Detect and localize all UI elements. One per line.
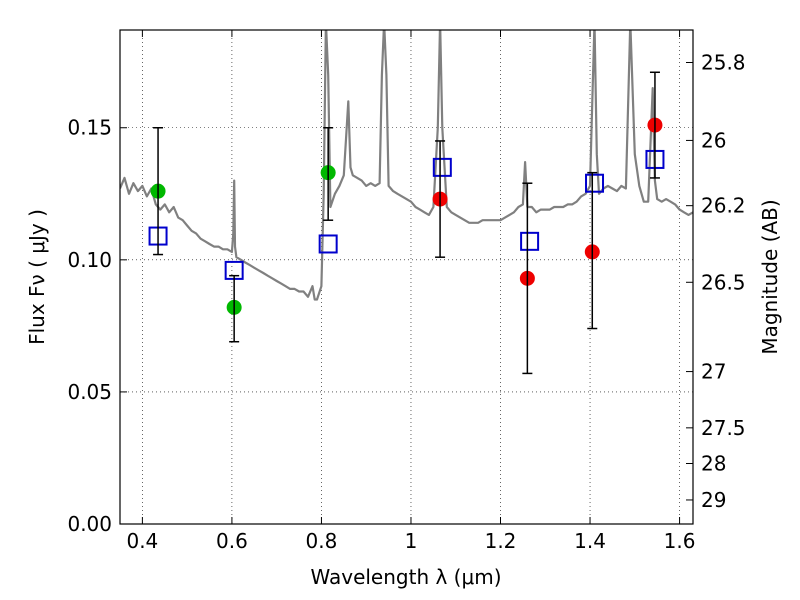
axes: 0.4 0.6 0.8 1 1.2 1.4 1.6 0.00 0.05 0.10 0.15 25.8 2… xyxy=(67,30,746,553)
spectrum-line xyxy=(120,30,693,301)
y2-tick-label: 27 xyxy=(701,360,726,384)
y-tick-label: 0.00 xyxy=(67,512,112,536)
y2-tick-label: 26.5 xyxy=(701,270,746,294)
y-tick-label: 0.05 xyxy=(67,380,112,404)
data-layer xyxy=(120,30,693,375)
y2-tick-label: 26.2 xyxy=(701,194,746,218)
x-tick-label: 1 xyxy=(405,529,418,553)
y-tick-label: 0.15 xyxy=(67,116,112,140)
y-axis-label: Flux Fν ( μJy ) xyxy=(25,209,49,345)
x-tick-label: 1.4 xyxy=(574,529,606,553)
plot-frame xyxy=(119,29,694,525)
x-tick-label: 0.8 xyxy=(306,529,338,553)
model-square-point xyxy=(432,157,452,177)
y2-tick-label: 28 xyxy=(701,452,726,476)
y2-tick-label: 27.5 xyxy=(701,416,746,440)
x-tick-label: 1.6 xyxy=(664,529,696,553)
x-axis-label: Wavelength λ (μm) xyxy=(310,565,501,589)
y2-tick-label: 29 xyxy=(701,488,726,512)
model-square-point xyxy=(520,231,540,251)
y-tick-label: 0.10 xyxy=(67,248,112,272)
x-tick-label: 1.2 xyxy=(485,529,517,553)
model-square-point xyxy=(585,173,605,193)
y2-tick-label: 25.8 xyxy=(701,50,746,74)
plot-background xyxy=(120,30,693,524)
y2-tick-label: 26 xyxy=(701,128,726,152)
y2-axis-label: Magnitude (AB) xyxy=(758,199,782,354)
x-tick-label: 0.6 xyxy=(216,529,248,553)
x-tick-label: 0.4 xyxy=(126,529,158,553)
model-square-point xyxy=(318,234,338,254)
